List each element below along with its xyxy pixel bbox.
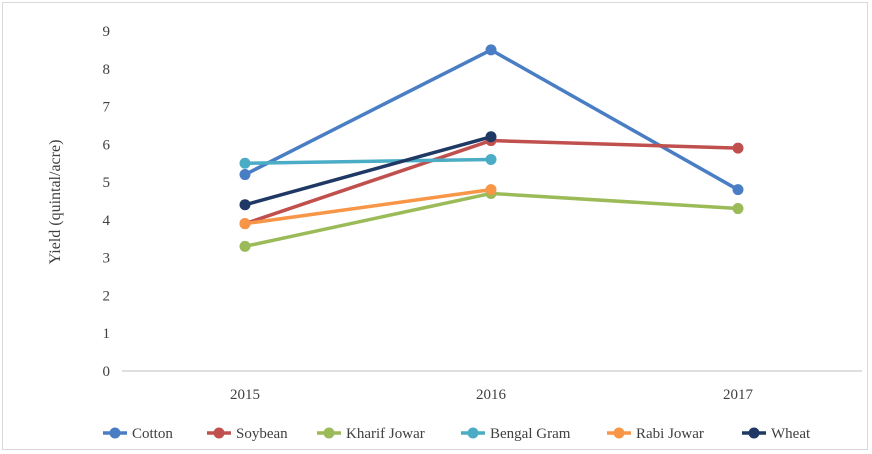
legend-swatch-marker bbox=[613, 427, 625, 439]
y-tick-label: 7 bbox=[103, 100, 111, 116]
legend-item: Wheat bbox=[742, 426, 811, 442]
series-cotton bbox=[239, 44, 744, 196]
legend-label: Wheat bbox=[771, 426, 811, 442]
data-point bbox=[485, 44, 497, 56]
series-rabi-jowar bbox=[239, 184, 497, 230]
y-tick-label: 1 bbox=[103, 326, 111, 342]
y-tick-label: 4 bbox=[103, 213, 111, 229]
legend-label: Bengal Gram bbox=[490, 426, 571, 442]
y-axis-title: Yield (quintal/acre) bbox=[47, 140, 64, 265]
series-line bbox=[244, 191, 739, 249]
y-tick-label: 0 bbox=[103, 364, 111, 380]
data-point bbox=[239, 240, 251, 252]
data-point bbox=[732, 184, 744, 196]
legend-label: Soybean bbox=[236, 426, 288, 442]
y-tick-label: 3 bbox=[103, 251, 111, 267]
series-line bbox=[244, 138, 739, 226]
data-point bbox=[732, 142, 744, 154]
legend-label: Rabi Jowar bbox=[636, 426, 704, 442]
legend-swatch-marker bbox=[467, 427, 479, 439]
series-layer bbox=[239, 44, 744, 252]
series-kharif-jowar bbox=[239, 187, 744, 252]
x-axis: 2015 2016 2017 bbox=[230, 387, 754, 403]
series-line bbox=[244, 135, 492, 207]
series-bengal-gram bbox=[239, 153, 497, 169]
legend-swatch-marker bbox=[323, 427, 335, 439]
data-point bbox=[239, 199, 251, 211]
y-tick-label: 6 bbox=[103, 137, 111, 153]
legend-item: Bengal Gram bbox=[461, 426, 571, 442]
series-line bbox=[244, 157, 492, 165]
data-point bbox=[485, 131, 497, 143]
legend-swatch-marker bbox=[109, 427, 121, 439]
x-tick-label: 2016 bbox=[476, 387, 507, 403]
legend-item: Kharif Jowar bbox=[317, 426, 425, 442]
legend: Cotton Soybean Kharif Jowar Bengal Gram Rabi… bbox=[103, 426, 811, 442]
legend-label: Cotton bbox=[132, 426, 173, 442]
series-wheat bbox=[239, 131, 497, 211]
data-point bbox=[732, 203, 744, 215]
data-point bbox=[239, 169, 251, 181]
legend-item: Soybean bbox=[207, 426, 288, 442]
y-tick-label: 8 bbox=[103, 62, 111, 78]
y-tick-label: 5 bbox=[103, 175, 111, 191]
y-tick-label: 9 bbox=[103, 24, 111, 40]
legend-swatch-marker bbox=[213, 427, 225, 439]
legend-item: Rabi Jowar bbox=[607, 426, 704, 442]
y-axis: 0 1 2 3 4 5 6 7 8 9 bbox=[103, 24, 111, 380]
legend-item: Cotton bbox=[103, 426, 173, 442]
legend-swatch-marker bbox=[748, 427, 760, 439]
x-tick-label: 2015 bbox=[230, 387, 260, 403]
y-tick-label: 2 bbox=[103, 288, 111, 304]
data-point bbox=[239, 218, 251, 230]
data-point bbox=[239, 157, 251, 169]
data-point bbox=[485, 184, 497, 196]
x-tick-label: 2017 bbox=[723, 387, 754, 403]
legend-label: Kharif Jowar bbox=[346, 426, 425, 442]
data-point bbox=[485, 153, 497, 165]
series-line bbox=[244, 187, 492, 226]
series-line bbox=[244, 48, 739, 192]
